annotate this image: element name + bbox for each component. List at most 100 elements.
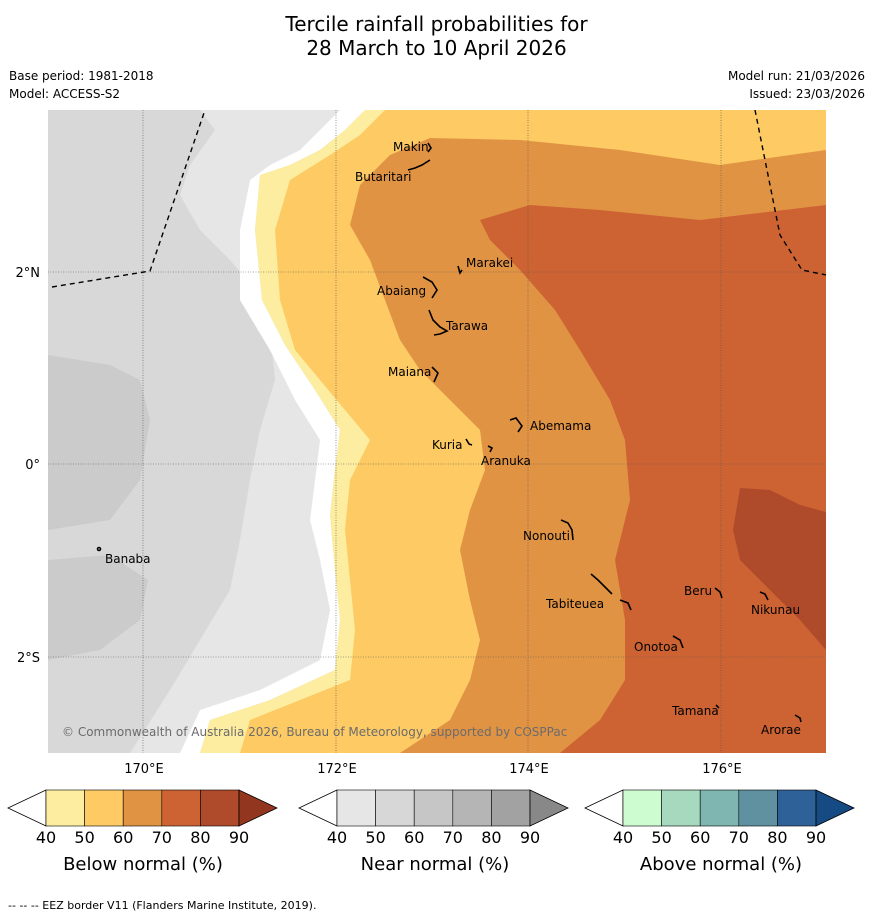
colorbar-max-extension — [238, 789, 278, 827]
colorbar-segment — [491, 789, 531, 827]
lat-label-2n: 2°N — [16, 266, 41, 281]
colorbar-segment — [161, 789, 201, 827]
colorbar-segment — [452, 789, 492, 827]
colorbar-near-normal: 40 50 60 70 80 90 — [298, 789, 569, 847]
eez-legend-footer: -- -- -- EEZ border V11 (Flanders Marine… — [8, 899, 317, 912]
arorae-outline — [794, 714, 802, 723]
colorbar-tick-label: 40 — [36, 828, 56, 847]
below-normal-70-zone — [480, 205, 826, 753]
island-label-tarawa: Tarawa — [445, 319, 488, 333]
lon-label-176e: 176°E — [702, 762, 742, 777]
near-normal-60-zone-a — [48, 355, 150, 530]
lat-label-equator: 0° — [25, 458, 40, 473]
tarawa-outline — [428, 309, 449, 336]
colorbar-tick-label: 70 — [729, 828, 749, 847]
tamana-outline — [715, 704, 720, 709]
island-label-abemama: Abemama — [530, 419, 591, 433]
maiana-outline — [431, 366, 439, 383]
makin-outline — [427, 142, 432, 153]
beru-outline — [714, 587, 723, 599]
island-label-tabiteuea: Tabiteuea — [545, 597, 604, 611]
colorbar-min-extension — [298, 789, 338, 827]
near-normal-60-zone-b — [48, 555, 148, 660]
island-label-nonouti: Nonouti — [523, 529, 570, 543]
colorbar-segment — [336, 789, 376, 827]
colorbar-segment — [45, 789, 85, 827]
colorbar-tick-label: 90 — [229, 828, 249, 847]
colorbar-max-extension — [815, 789, 855, 827]
colorbar-above-normal-title: Above normal (%) — [639, 854, 803, 875]
meta-left: Base period: 1981-2018 Model: ACCESS-S2 — [9, 67, 154, 103]
colorbar-segment — [622, 789, 662, 827]
gridlines — [48, 110, 826, 753]
axis-labels: 2°N 0° 2°S 170°E 172°E 174°E 176°E — [16, 266, 742, 777]
below-normal-80-zone — [733, 488, 826, 650]
colorbar-tick-label: 70 — [443, 828, 463, 847]
island-label-makin: Makin — [393, 140, 429, 154]
meta-right: Model run: 21/03/2026 Issued: 23/03/2026 — [728, 67, 865, 103]
probability-map: Makin Butaritari Marakei Abaiang Tarawa … — [16, 110, 826, 777]
colorbar-tick-label: 90 — [806, 828, 826, 847]
colorbar-segment — [375, 789, 415, 827]
island-label-maiana: Maiana — [388, 365, 431, 379]
colorbar-tick-label: 80 — [481, 828, 501, 847]
colorbar-segment — [661, 789, 701, 827]
island-label-aranuka: Aranuka — [481, 454, 531, 468]
colorbar-below-normal-title: Below normal (%) — [63, 854, 223, 875]
colorbar-segment — [413, 789, 454, 827]
near-normal-40-zone — [130, 110, 340, 753]
colorbar-near-normal-title: Near normal (%) — [360, 854, 510, 875]
colorbar-tick-label: 60 — [404, 828, 424, 847]
colorbar-below-normal: 40 50 60 70 80 90 — [7, 789, 278, 847]
lon-label-170e: 170°E — [124, 762, 164, 777]
colorbar-segment — [122, 789, 163, 827]
colorbar-segment — [84, 789, 124, 827]
island-label-banaba: Banaba — [105, 552, 151, 566]
banaba-outline — [96, 546, 102, 552]
colorbar-tick-label: 50 — [74, 828, 94, 847]
eez-border-east — [754, 110, 826, 276]
colorbar-max-extension — [529, 789, 569, 827]
aranuka-outline — [487, 445, 494, 453]
nikunau-outline — [759, 591, 769, 601]
island-label-onotoa: Onotoa — [634, 640, 678, 654]
tabiteuea-south-outline — [619, 599, 632, 611]
colorbar-tick-label: 40 — [613, 828, 633, 847]
island-label-tamana: Tamana — [671, 704, 719, 718]
lon-label-174e: 174°E — [509, 762, 549, 777]
colorbar-tick-label: 60 — [690, 828, 710, 847]
colorbar-tick-label: 80 — [190, 828, 210, 847]
colorbar-segment — [200, 789, 240, 827]
colorbar-segment — [738, 789, 778, 827]
island-label-marakei: Marakei — [466, 256, 513, 270]
onotoa-outline — [672, 635, 684, 649]
no-dominant-category-band — [180, 110, 365, 753]
colorbar-segment — [777, 789, 817, 827]
title-line-1: Tercile rainfall probabilities for — [285, 12, 588, 36]
base-period: Base period: 1981-2018 — [9, 69, 154, 83]
colorbar-tick-label: 40 — [327, 828, 347, 847]
colorbar-tick-label: 80 — [767, 828, 787, 847]
butaritari-outline — [407, 159, 431, 171]
colorbar-above-normal: 40 50 60 70 80 90 — [584, 789, 855, 847]
colorbar-segment — [699, 789, 740, 827]
colorbar-tick-label: 50 — [365, 828, 385, 847]
island-label-arorae: Arorae — [761, 723, 801, 737]
map-field: Makin Butaritari Marakei Abaiang Tarawa … — [48, 110, 826, 753]
model-name: Model: ACCESS-S2 — [9, 87, 121, 101]
island-outlines — [96, 142, 802, 723]
island-label-butaritari: Butaritari — [355, 170, 412, 184]
model-run: Model run: 21/03/2026 — [727, 69, 865, 83]
abemama-outline — [509, 417, 523, 433]
colorbar-tick-label: 50 — [651, 828, 671, 847]
colorbar-min-extension — [7, 789, 47, 827]
colorbar-min-extension — [584, 789, 624, 827]
island-label-beru: Beru — [684, 584, 712, 598]
island-label-nikunau: Nikunau — [751, 603, 800, 617]
marakei-outline — [457, 265, 463, 275]
tabiteuea-north-outline — [590, 573, 613, 595]
colorbar-tick-label: 90 — [520, 828, 540, 847]
abaiang-outline — [422, 276, 438, 299]
kuria-outline — [465, 438, 473, 446]
nonouti-outline — [560, 519, 574, 541]
